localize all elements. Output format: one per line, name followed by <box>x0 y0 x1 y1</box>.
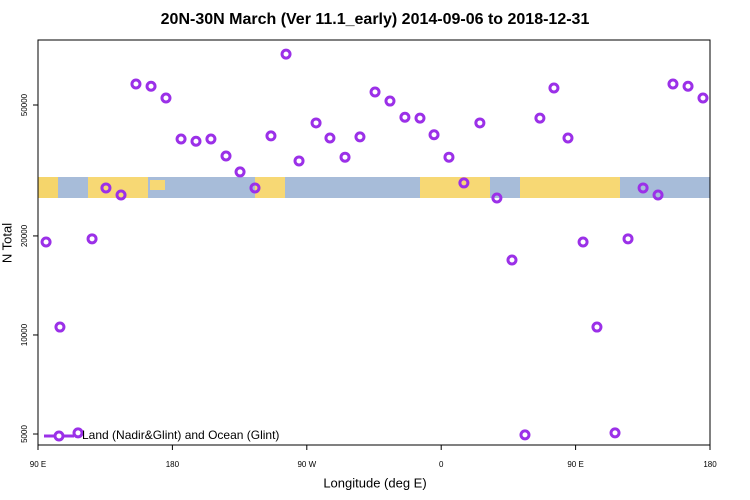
point <box>591 321 603 333</box>
x-tick-label: 180 <box>703 460 717 469</box>
point <box>491 192 503 204</box>
point <box>72 427 84 439</box>
point <box>369 86 381 98</box>
point <box>145 80 157 92</box>
point <box>86 233 98 245</box>
point <box>54 321 66 333</box>
point <box>339 151 351 163</box>
point <box>205 133 217 145</box>
point <box>354 131 366 143</box>
point <box>506 254 518 266</box>
point <box>249 182 261 194</box>
point <box>190 135 202 147</box>
point <box>519 429 531 441</box>
legend-marker <box>53 430 65 442</box>
y-tick-label: 10000 <box>20 323 29 346</box>
point <box>474 117 486 129</box>
point <box>443 151 455 163</box>
point <box>175 133 187 145</box>
point <box>40 236 52 248</box>
x-tick-label: 90 E <box>30 460 46 469</box>
point <box>534 112 546 124</box>
point <box>100 182 112 194</box>
point <box>548 82 560 94</box>
point <box>310 117 322 129</box>
point <box>609 427 621 439</box>
point <box>265 130 277 142</box>
point <box>622 233 634 245</box>
point <box>324 132 336 144</box>
point <box>160 92 172 104</box>
point <box>280 48 292 60</box>
legend-label: Land (Nadir&Glint) and Ocean (Glint) <box>82 428 279 442</box>
point <box>667 78 679 90</box>
point <box>428 129 440 141</box>
x-tick-label: 90 W <box>297 460 316 469</box>
y-tick-label: 50000 <box>20 93 29 116</box>
x-tick-label: 180 <box>166 460 180 469</box>
plot-frame <box>37 39 711 446</box>
y-tick-label: 20000 <box>20 224 29 247</box>
y-tick-label: 5000 <box>20 425 29 443</box>
point <box>577 236 589 248</box>
point <box>682 80 694 92</box>
point <box>652 189 664 201</box>
map-band <box>38 177 710 198</box>
point <box>220 150 232 162</box>
point <box>384 95 396 107</box>
point <box>562 132 574 144</box>
point <box>234 166 246 178</box>
point <box>458 177 470 189</box>
y-axis-label: N Total <box>0 223 14 263</box>
point <box>293 155 305 167</box>
chart-title: 20N-30N March (Ver 11.1_early) 2014-09-0… <box>161 11 590 28</box>
point <box>637 182 649 194</box>
x-tick-label: 90 E <box>567 460 583 469</box>
point <box>130 78 142 90</box>
point <box>399 111 411 123</box>
point <box>414 112 426 124</box>
point <box>115 189 127 201</box>
x-axis-label: Longitude (deg E) <box>323 475 426 490</box>
x-tick-label: 0 <box>439 460 444 469</box>
point <box>697 92 709 104</box>
